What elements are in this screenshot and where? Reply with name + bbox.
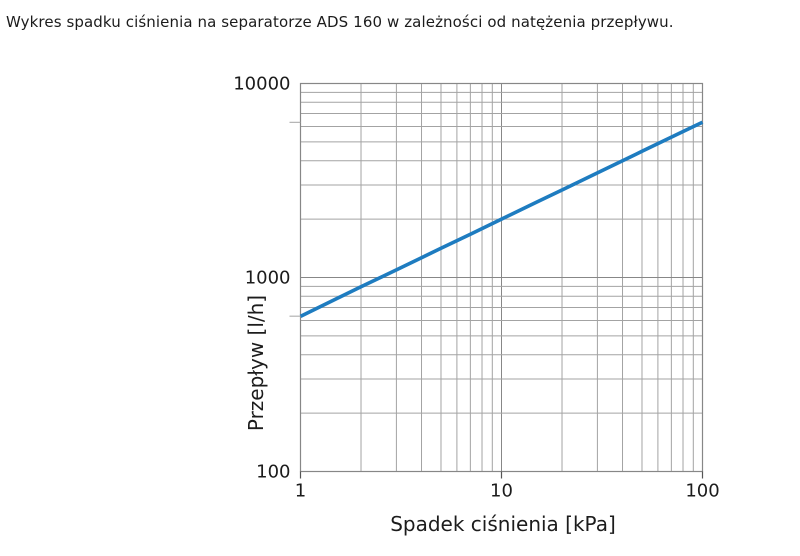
- grid-lines: [299, 82, 704, 473]
- x-tick-label: 10: [490, 481, 513, 502]
- chart-caption: Wykres spadku ciśnienia na separatorze A…: [6, 13, 674, 31]
- y-tick-label: 10000: [233, 74, 290, 95]
- data-series: [299, 120, 704, 319]
- y-tick-label: 1000: [245, 268, 291, 289]
- flow-curve: [299, 120, 704, 319]
- x-tick-label: 1: [295, 481, 306, 502]
- x-tick-label: 100: [685, 481, 719, 502]
- y-axis-label: Przepływ [l/h]: [244, 295, 268, 431]
- axis-ticks: [289, 121, 704, 479]
- x-axis-label: Spadek ciśnienia [kPa]: [390, 512, 616, 536]
- y-tick-label: 100: [256, 462, 290, 483]
- axis-tick-labels: 1 10 100 100 1000 10000: [233, 74, 719, 502]
